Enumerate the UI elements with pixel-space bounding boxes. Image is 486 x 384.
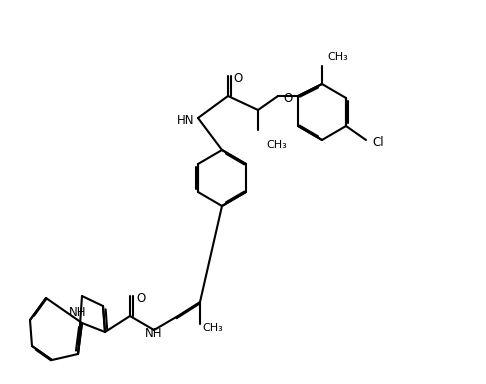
Text: CH₃: CH₃ — [202, 323, 223, 333]
Text: NH: NH — [69, 306, 87, 319]
Text: CH₃: CH₃ — [327, 52, 348, 62]
Text: HN: HN — [176, 114, 194, 126]
Text: CH₃: CH₃ — [266, 140, 287, 150]
Text: O: O — [283, 91, 292, 104]
Text: O: O — [233, 71, 242, 84]
Text: Cl: Cl — [372, 136, 383, 149]
Text: NH: NH — [145, 327, 163, 340]
Text: O: O — [136, 291, 145, 305]
